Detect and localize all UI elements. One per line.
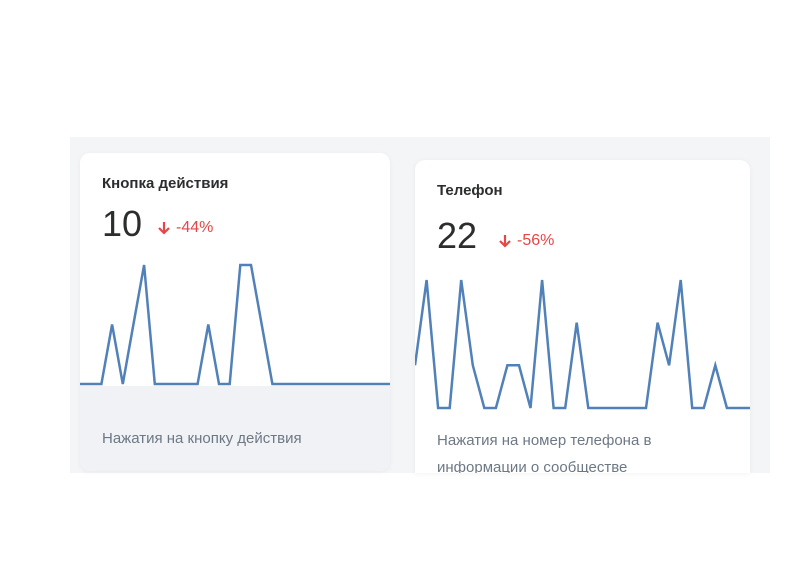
sparkline [80, 263, 390, 386]
change: -56% [499, 232, 554, 250]
card-value: 10 [102, 203, 143, 244]
stat-card: Телефон 22 -56% Нажатия на номер телефон… [415, 160, 750, 473]
change: -44% [158, 219, 213, 237]
down-arrow [158, 222, 170, 235]
sparkline [415, 279, 750, 410]
card-title: Телефон [437, 182, 503, 199]
card-value: 22 [437, 215, 478, 256]
card-title: Кнопка действия [102, 175, 229, 192]
sparkline-line [415, 279, 750, 410]
card-description: Нажатия на номер телефона в информации о… [437, 432, 652, 473]
card-description: Нажатия на кнопку действия [102, 430, 302, 447]
down-arrow [499, 235, 511, 248]
change-text: -44% [176, 219, 214, 236]
sparkline-line [80, 263, 390, 386]
change-text: -56% [517, 232, 555, 249]
stat-card: Кнопка действия 10 -44% Нажатия на кнопк… [80, 153, 390, 471]
